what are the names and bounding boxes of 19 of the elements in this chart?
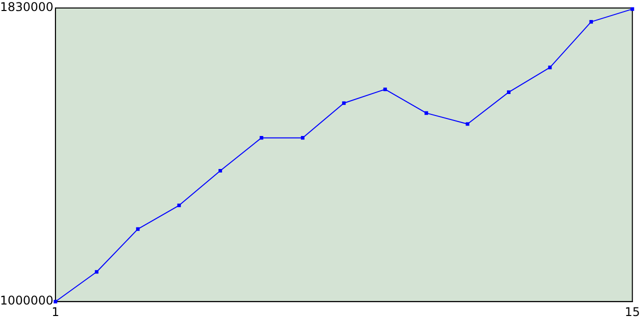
point — [506, 90, 511, 94]
x-tick-label: 1 — [52, 304, 60, 319]
point — [54, 300, 58, 304]
point — [424, 111, 428, 115]
y-tick-label: 1830000 — [0, 0, 54, 14]
point — [218, 168, 222, 172]
point — [589, 20, 593, 24]
point — [136, 227, 140, 231]
point — [383, 88, 387, 92]
point — [466, 122, 470, 126]
point — [630, 7, 634, 11]
y-tick-label: 1000000 — [0, 294, 54, 308]
point — [300, 136, 304, 140]
point — [94, 270, 98, 274]
point — [177, 204, 181, 208]
x-tick-label: 15 — [624, 304, 640, 319]
point — [548, 66, 552, 70]
point — [260, 136, 264, 140]
point — [342, 101, 346, 105]
